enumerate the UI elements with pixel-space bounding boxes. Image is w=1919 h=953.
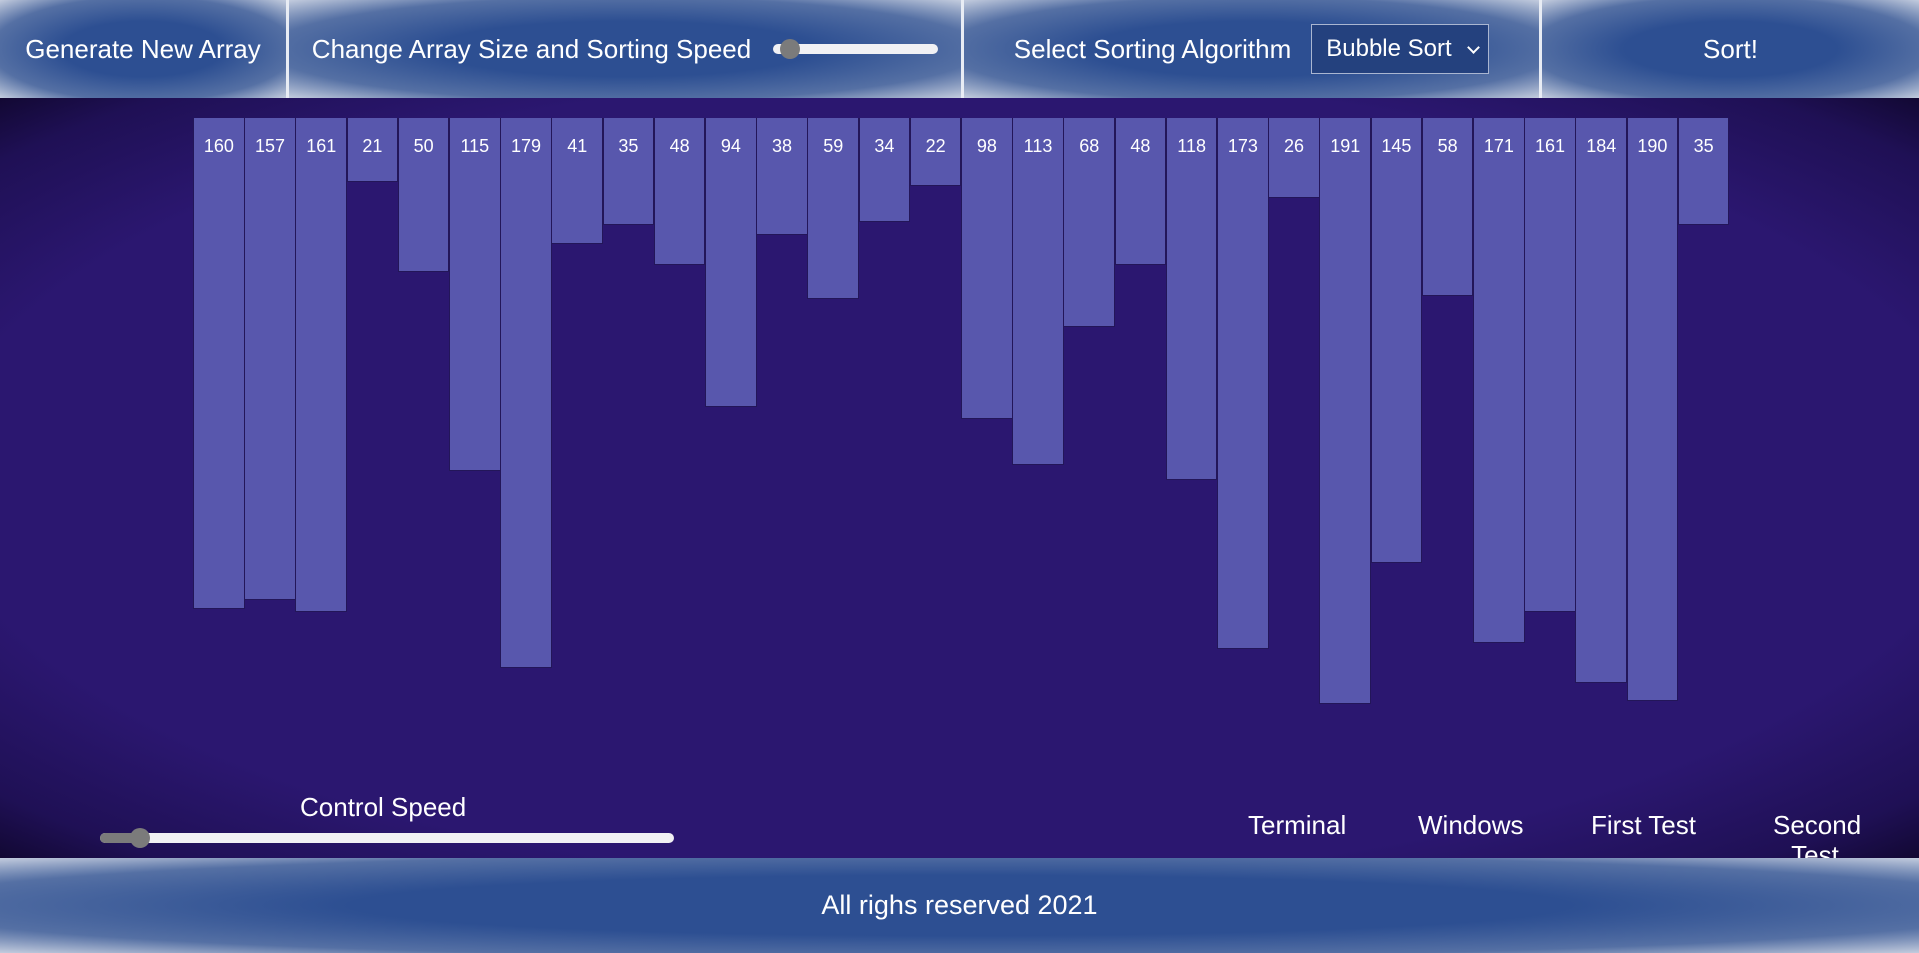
- array-bar-value: 48: [669, 136, 690, 156]
- array-bar: 48: [653, 118, 706, 265]
- array-bar-value: 171: [1483, 136, 1514, 156]
- control-speed-label: Control Speed: [300, 792, 467, 822]
- array-bar: 161: [295, 118, 348, 612]
- array-bar: 118: [1165, 118, 1218, 480]
- array-bar-value: 26: [1284, 136, 1305, 156]
- array-bar: 179: [500, 118, 552, 668]
- array-bar: 41: [551, 118, 604, 244]
- array-bar: 35: [1677, 118, 1730, 225]
- visualizer-area: 160 157 161 21 50 115 179 41 35 48 94 38 59 34 22 98 113…: [0, 98, 1919, 870]
- algorithm-select[interactable]: Bubble Sort: [1311, 24, 1490, 74]
- array-bar-value: 113: [1023, 136, 1053, 156]
- array-bar-value: 173: [1227, 136, 1258, 156]
- array-bar: 184: [1575, 118, 1628, 683]
- chevron-down-icon: [1467, 41, 1481, 54]
- array-bar: 190: [1626, 118, 1679, 701]
- toolbar-divider: [1539, 0, 1542, 98]
- size-speed-label: Change Array Size and Sorting Speed: [311, 33, 752, 64]
- array-bar: 22: [909, 118, 962, 186]
- array-bar: 161: [1524, 118, 1576, 612]
- algorithm-cell: Select Sorting Algorithm Bubble Sort: [964, 0, 1539, 98]
- array-bar: 160: [193, 118, 245, 609]
- array-bar-value: 184: [1586, 136, 1617, 156]
- array-bar-value: 41: [567, 136, 588, 156]
- array-bar-value: 191: [1330, 136, 1361, 156]
- array-size-slider-handle[interactable]: [779, 39, 800, 59]
- array-bar-value: 35: [1693, 136, 1714, 156]
- array-bar: 50: [397, 118, 450, 272]
- footer: All righs reserved 2021: [0, 858, 1919, 953]
- array-bar: 157: [244, 118, 296, 600]
- array-bar: 34: [858, 118, 911, 222]
- array-bar-value: 94: [720, 136, 741, 156]
- array-bar: 58: [1421, 118, 1474, 296]
- array-bar: 38: [756, 118, 808, 235]
- array-bar-value: 190: [1637, 136, 1668, 156]
- algorithm-label: Select Sorting Algorithm: [1013, 33, 1292, 64]
- algorithm-selected-value: Bubble Sort: [1326, 35, 1452, 62]
- array-bar: 21: [346, 118, 399, 182]
- generate-array-cell[interactable]: Generate New Array: [0, 0, 286, 98]
- preset-windows-button[interactable]: Windows: [1418, 810, 1524, 840]
- array-bar: 48: [1114, 118, 1167, 265]
- array-bar-value: 115: [460, 136, 490, 156]
- array-bar-value: 179: [511, 136, 542, 156]
- array-bar: 115: [449, 118, 501, 471]
- speed-slider[interactable]: [100, 828, 674, 848]
- array-bar: 173: [1217, 118, 1269, 649]
- array-bar: 145: [1370, 118, 1423, 563]
- toolbar-divider: [286, 0, 289, 98]
- array-bar-value: 160: [203, 136, 234, 156]
- array-bar: 98: [961, 118, 1013, 419]
- array-bar-value: 58: [1437, 136, 1458, 156]
- array-bar-value: 22: [925, 136, 946, 156]
- speed-slider-handle[interactable]: [130, 828, 151, 848]
- array-bar-value: 50: [413, 136, 434, 156]
- generate-array-button[interactable]: Generate New Array: [25, 33, 261, 64]
- array-bar: 68: [1063, 118, 1116, 327]
- array-bar-value: 48: [1130, 136, 1151, 156]
- footer-copyright: All righs reserved 2021: [821, 890, 1098, 920]
- array-bar-value: 34: [874, 136, 895, 156]
- sort-cell[interactable]: Sort!: [1542, 0, 1919, 98]
- array-bar: 171: [1473, 118, 1525, 643]
- array-bar-value: 118: [1177, 136, 1206, 156]
- preset-first-test-button[interactable]: First Test: [1591, 810, 1696, 840]
- array-bar-value: 38: [772, 136, 793, 156]
- array-bar-value: 98: [976, 136, 997, 156]
- sort-button[interactable]: Sort!: [1703, 33, 1758, 64]
- array-bar-value: 157: [255, 136, 286, 156]
- array-bar-value: 59: [823, 136, 844, 156]
- array-bar-value: 161: [1535, 136, 1566, 156]
- array-bar: 59: [807, 118, 860, 299]
- array-size-slider[interactable]: [773, 39, 939, 59]
- size-speed-cell: Change Array Size and Sorting Speed: [289, 0, 961, 98]
- speed-slider-fill: [100, 833, 141, 843]
- array-bar: 94: [705, 118, 757, 407]
- array-bar-value: 145: [1381, 136, 1412, 156]
- array-bar-value: 161: [306, 136, 337, 156]
- toolbar-divider: [961, 0, 964, 98]
- array-bar-value: 68: [1079, 136, 1100, 156]
- top-toolbar: Generate New Array Change Array Size and…: [0, 0, 1919, 98]
- array-bar: 26: [1268, 118, 1320, 198]
- array-bar: 35: [602, 118, 655, 225]
- array-bar-value: 35: [618, 136, 639, 156]
- array-bar-value: 21: [362, 136, 383, 156]
- preset-terminal-button[interactable]: Terminal: [1248, 810, 1347, 840]
- array-bar: 113: [1012, 118, 1064, 465]
- array-bar: 191: [1319, 118, 1372, 704]
